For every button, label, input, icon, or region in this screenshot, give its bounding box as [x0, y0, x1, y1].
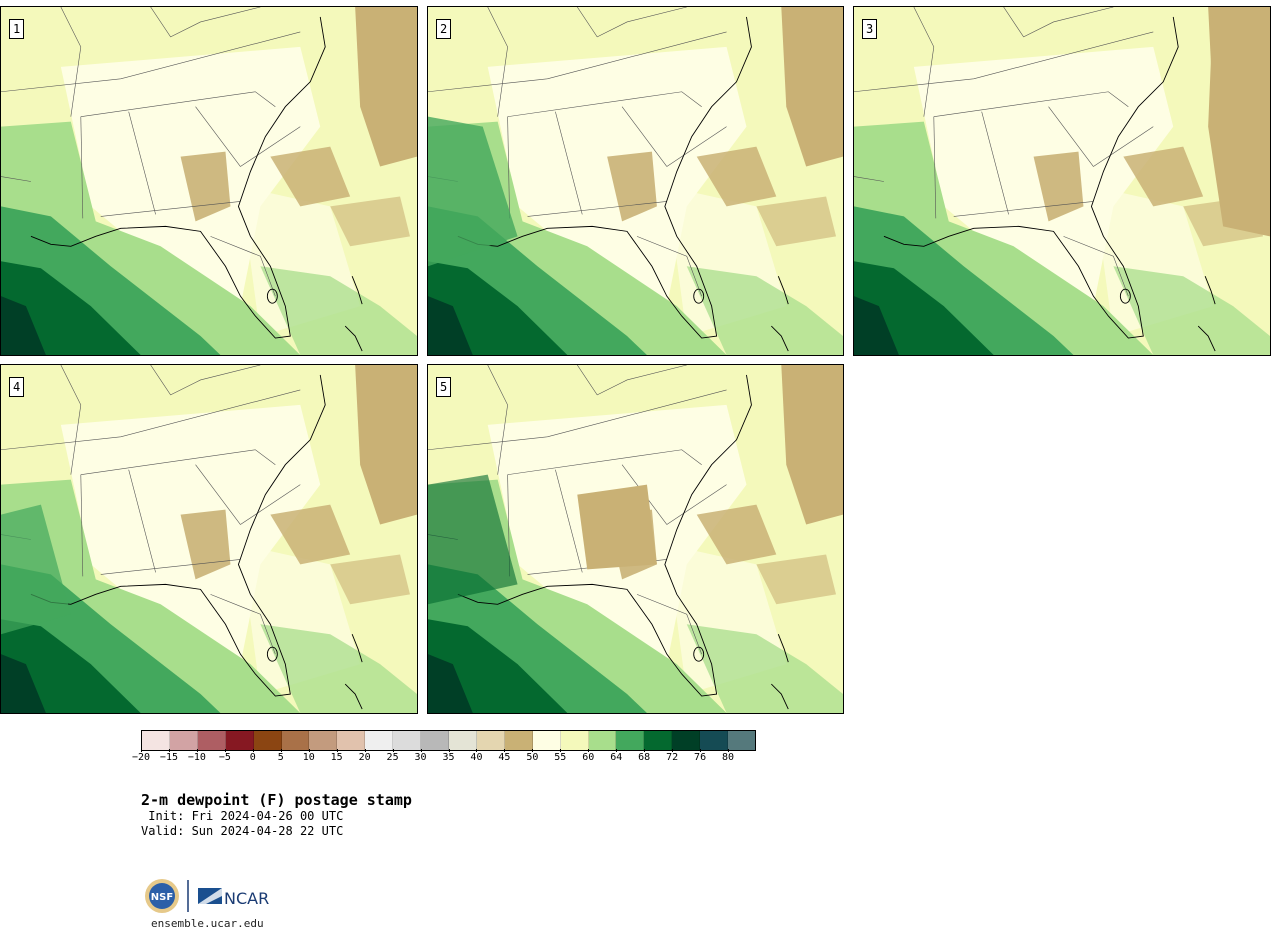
panel-label: 2	[436, 19, 452, 39]
colorbar-segment	[672, 731, 701, 750]
stamp-panel-5: 5	[427, 364, 844, 714]
valid-time: Valid: Sun 2024-04-28 22 UTC	[141, 824, 344, 838]
stamp-panel-2: 2	[427, 6, 844, 356]
colorbar-segment	[421, 731, 449, 750]
map-image	[428, 7, 843, 355]
nsf-seal-icon: NSF	[145, 879, 179, 913]
panel-label: 3	[862, 19, 878, 39]
colorbar-tick-label: 20	[358, 749, 371, 763]
colorbar-segment	[365, 731, 394, 750]
colorbar-segment	[253, 731, 282, 750]
colorbar-ticks: −20 −15 −10 −5 0 5 10 15 20 25 30 35 40 45 50 55 60 64 68 7…	[132, 749, 756, 772]
colorbar-segment	[337, 731, 366, 750]
colorbar-segment	[142, 731, 170, 750]
colorbar-segment	[616, 731, 645, 750]
colorbar-segment	[560, 731, 589, 750]
svg-text:NCAR: NCAR	[224, 889, 269, 908]
colorbar-tick-label: 60	[582, 749, 595, 763]
colorbar-tick-label: −10	[187, 749, 206, 763]
svg-text:NSF: NSF	[151, 892, 173, 903]
colorbar-tick-label: 35	[442, 749, 455, 763]
colorbar-segment	[197, 731, 226, 750]
colorbar-segment	[309, 731, 338, 750]
panel-label: 4	[9, 377, 25, 397]
colorbar-segment	[728, 731, 755, 750]
panel-label: 1	[9, 19, 25, 39]
stamp-panel-1: 1	[0, 6, 418, 356]
panel-label: 5	[436, 377, 452, 397]
site-url[interactable]: ensemble.ucar.edu	[151, 917, 264, 930]
colorbar-tick-label: 15	[330, 749, 343, 763]
nsf-ncar-logo: NSF NCAR	[145, 879, 269, 913]
stamp-panel-4: 4	[0, 364, 418, 714]
colorbar-segment	[393, 731, 422, 750]
colorbar-tick-label: 40	[470, 749, 483, 763]
colorbar-segment	[448, 731, 477, 750]
colorbar-segment	[476, 731, 505, 750]
colorbar-segment	[169, 731, 198, 750]
colorbar-tick-label: 55	[554, 749, 567, 763]
init-time: Init: Fri 2024-04-26 00 UTC	[141, 809, 344, 823]
colorbar-tick-label: −5	[218, 749, 231, 763]
colorbar-tick-label: 50	[526, 749, 539, 763]
map-image	[428, 365, 843, 713]
colorbar-tick-label: 45	[498, 749, 511, 763]
colorbar-tick-label: 64	[610, 749, 623, 763]
colorbar-segment	[281, 731, 310, 750]
colorbar-segment	[504, 731, 533, 750]
colorbar-tick-label: −20	[131, 749, 151, 763]
colorbar-tick-label: 0	[249, 749, 256, 763]
colorbar	[141, 730, 756, 751]
stamp-panel-3: 3	[853, 6, 1271, 356]
colorbar-tick-label: 80	[722, 749, 735, 763]
colorbar-tick-label: 25	[386, 749, 399, 763]
map-image	[1, 365, 417, 713]
chart-title: 2-m dewpoint (F) postage stamp	[141, 791, 412, 809]
colorbar-tick-label: 76	[694, 749, 707, 763]
colorbar-tick-label: −15	[159, 749, 178, 763]
colorbar-tick-label: 10	[302, 749, 315, 763]
colorbar-tick-label: 72	[666, 749, 679, 763]
colorbar-segment	[700, 731, 729, 750]
map-image	[854, 7, 1270, 355]
colorbar-segment	[644, 731, 673, 750]
colorbar-segment	[532, 731, 561, 750]
map-image	[1, 7, 417, 355]
colorbar-segment	[225, 731, 254, 750]
colorbar-tick-label: 30	[414, 749, 427, 763]
colorbar-tick-label: 5	[277, 749, 284, 763]
colorbar-tick-label: 68	[638, 749, 651, 763]
colorbar-segment	[588, 731, 617, 750]
ncar-logo-icon: NCAR	[198, 888, 269, 908]
